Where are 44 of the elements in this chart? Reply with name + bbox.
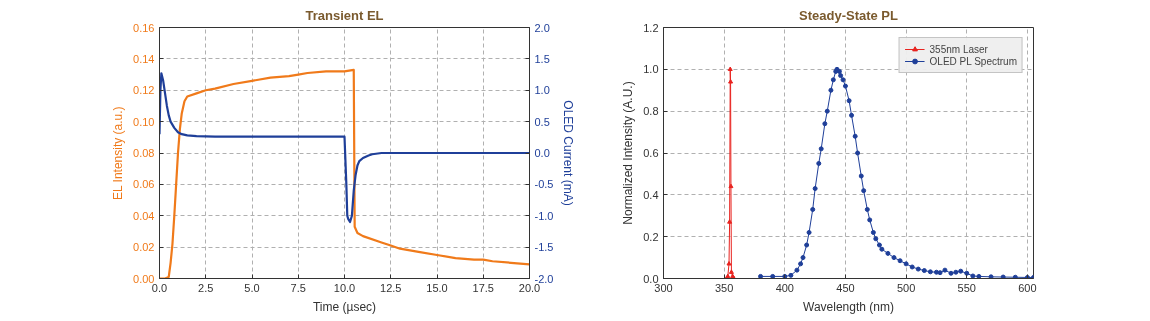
y-tick-label: 0.10 [133,115,155,128]
y2-tick-label: -1.0 [534,209,554,222]
x-tick-label: 12.5 [380,281,402,294]
legend-label: OLED PL Spectrum [929,55,1017,67]
chart-title: Transient EL [305,7,384,23]
legend-label: 355nm Laser [929,43,988,55]
x-axis-title: Time (µsec) [312,299,377,314]
x-tick-label: 600 [1018,281,1037,294]
x-tick-label: 350 [714,281,734,294]
y-tick-label: 0.12 [133,84,155,97]
y2-tick-label: 1.0 [534,84,550,97]
y-tick-label: 0.6 [643,147,659,159]
y-tick-label: 0.4 [643,188,659,201]
y-tick-label: 0.16 [133,21,155,34]
y2-tick-label: 0.0 [534,147,550,159]
y2-axis-title: OLED Current (mA) [561,100,576,206]
x-tick-label: 15.0 [426,281,448,294]
y-tick-label: 0.14 [133,52,155,65]
y-tick-label: 0.04 [133,209,155,222]
y-axis-title: Normalized Intensity (A.U.) [621,81,636,225]
x-tick-label: 450 [836,281,855,294]
y-tick-label: 1.0 [643,63,659,76]
x-tick-label: 17.5 [472,281,494,294]
y2-tick-label: -1.5 [534,241,554,254]
x-tick-label: 400 [775,281,794,294]
x-axis-title: Wavelength (nm) [803,299,894,314]
y2-tick-label: -0.5 [534,178,554,191]
y-tick-label: 0.06 [133,178,155,191]
y2-tick-label: 1.5 [534,52,550,65]
y-tick-label: 0.02 [133,241,155,254]
y-tick-label: 0.2 [643,230,659,243]
y-tick-label: 0.8 [643,105,659,118]
x-tick-label: 550 [957,281,976,294]
chart-title: Steady-State PL [799,7,899,23]
x-tick-label: 7.5 [290,281,306,294]
x-tick-label: 5.0 [244,281,260,294]
y2-tick-label: 0.5 [534,115,550,128]
y-tick-label: 0.08 [133,147,155,159]
x-tick-label: 10.0 [333,281,356,294]
x-tick-label: 2.5 [198,281,214,294]
y2-tick-label: 2.0 [534,21,550,34]
y-axis-title: EL Intensity (a.u.) [111,106,126,201]
y-tick-label: 1.2 [643,21,659,34]
x-tick-label: 500 [896,281,916,294]
